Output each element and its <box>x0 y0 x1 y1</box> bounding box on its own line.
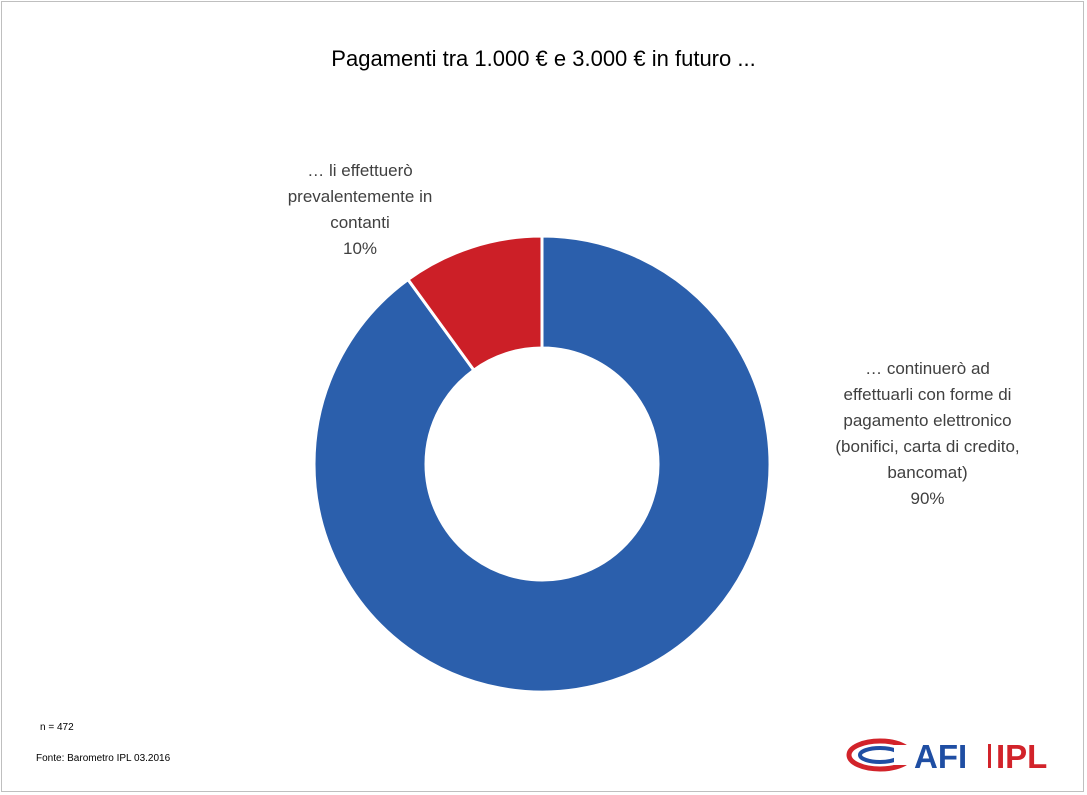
slice-label-cash: … li effettuerò prevalentemente in conta… <box>240 158 480 262</box>
logo-divider <box>988 744 991 768</box>
slice-label-electronic-line: pagamento elettronico <box>843 411 1012 430</box>
afi-ipl-logo: AFI IPL <box>846 738 1047 775</box>
sample-size-note: n = 472 <box>40 722 74 733</box>
slice-label-electronic-line: bancomat) <box>887 463 968 482</box>
slice-electronic <box>312 234 772 694</box>
slice-value-electronic: 90% <box>910 489 945 508</box>
logo-text-afi: AFI <box>914 738 967 775</box>
slice-label-electronic-line: (bonifici, carta di credito, <box>835 437 1020 456</box>
slice-label-cash-line: … li effettuerò <box>307 161 413 180</box>
chart-title: Pagamenti tra 1.000 € e 3.000 € in futur… <box>331 46 756 71</box>
slice-cash <box>406 234 544 372</box>
slice-label-electronic: … continuerò ad effettuarli con forme di… <box>800 356 1055 512</box>
source-note: Fonte: Barometro IPL 03.2016 <box>36 753 171 764</box>
slice-value-cash: 10% <box>342 239 378 258</box>
slice-label-cash-line: prevalentemente in <box>287 187 433 206</box>
slice-label-electronic-line: … continuerò ad <box>865 359 990 378</box>
swoosh-icon <box>846 738 916 772</box>
slice-label-cash-line: contanti <box>330 213 390 232</box>
slice-label-electronic-line: effettuarli con forme di <box>843 385 1012 404</box>
logo-text-ipl: IPL <box>996 738 1047 775</box>
